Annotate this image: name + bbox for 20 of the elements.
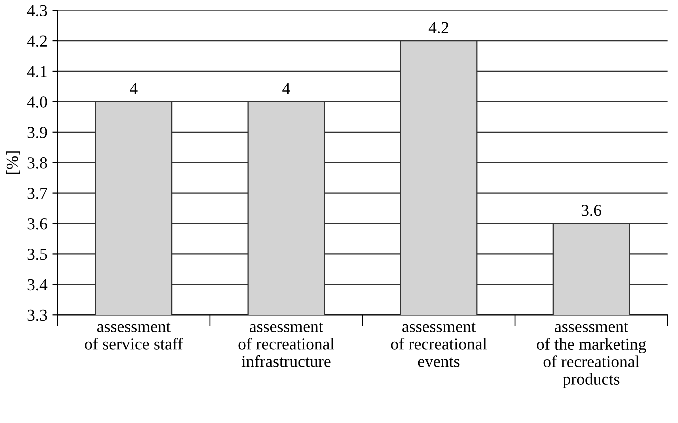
y-tick-label: 4.1	[27, 66, 47, 78]
y-tick-label: 3.4	[28, 279, 48, 291]
y-tick-label: 3.3	[28, 310, 48, 322]
y-tick-label: 3.5	[28, 248, 48, 260]
y-tick-label: 4.2	[27, 36, 47, 48]
data-label: 4	[282, 83, 290, 94]
data-label: 4.2	[428, 22, 448, 34]
y-tick-label: 3.9	[28, 127, 48, 138]
x-tick-label: assessment of the marketing of recreational products	[537, 322, 646, 388]
y-tick-label: 3.7	[28, 188, 48, 200]
x-tick-label: assessment of service staff	[85, 322, 184, 350]
x-tick-label: assessment of recreational events	[391, 322, 488, 368]
y-tick-label: 3.8	[28, 158, 48, 169]
y-tick-label: 4.0	[27, 96, 48, 108]
data-label: 3.6	[582, 205, 602, 216]
data-label: 4	[130, 83, 138, 94]
y-tick-label: 3.6	[28, 218, 48, 230]
x-tick-label: assessment of recreational infrastructure	[238, 322, 334, 368]
y-tick-label: 4.3	[27, 5, 48, 17]
y-axis-title: [%]	[6, 152, 20, 174]
